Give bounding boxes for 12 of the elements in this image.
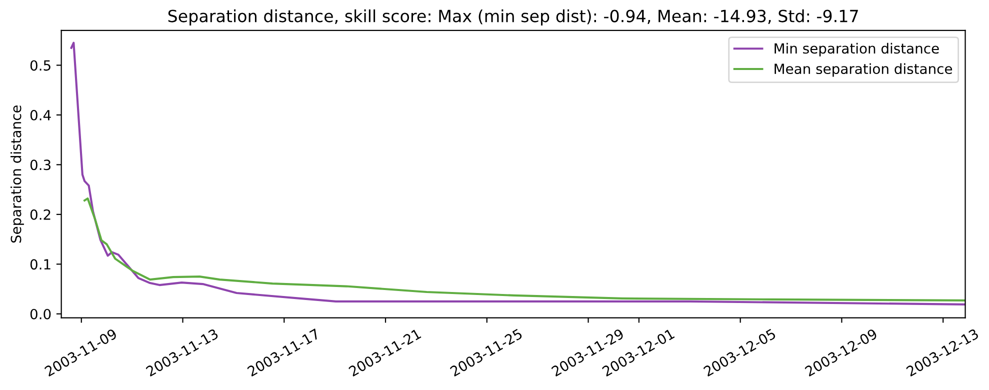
y-tick-label: 0.5 [30, 60, 50, 71]
chart-title: Separation distance, skill score: Max (min sep dist): -0.94, Mean: -14.93, Std: -9.17 [168, 9, 858, 26]
y-tick-label: 0.0 [30, 308, 51, 320]
line-series [70, 42, 966, 306]
legend-label: Min separation distance [774, 42, 939, 56]
y-tick-label: 0.4 [30, 110, 51, 120]
y-tick-label: 0.2 [30, 209, 50, 220]
line-series [84, 197, 966, 302]
legend-label: Mean separation distance [774, 63, 952, 77]
y-axis-title: Separation distance [10, 105, 24, 243]
y-tick-label: 0.1 [30, 259, 50, 270]
y-tick-label: 0.3 [30, 160, 50, 170]
